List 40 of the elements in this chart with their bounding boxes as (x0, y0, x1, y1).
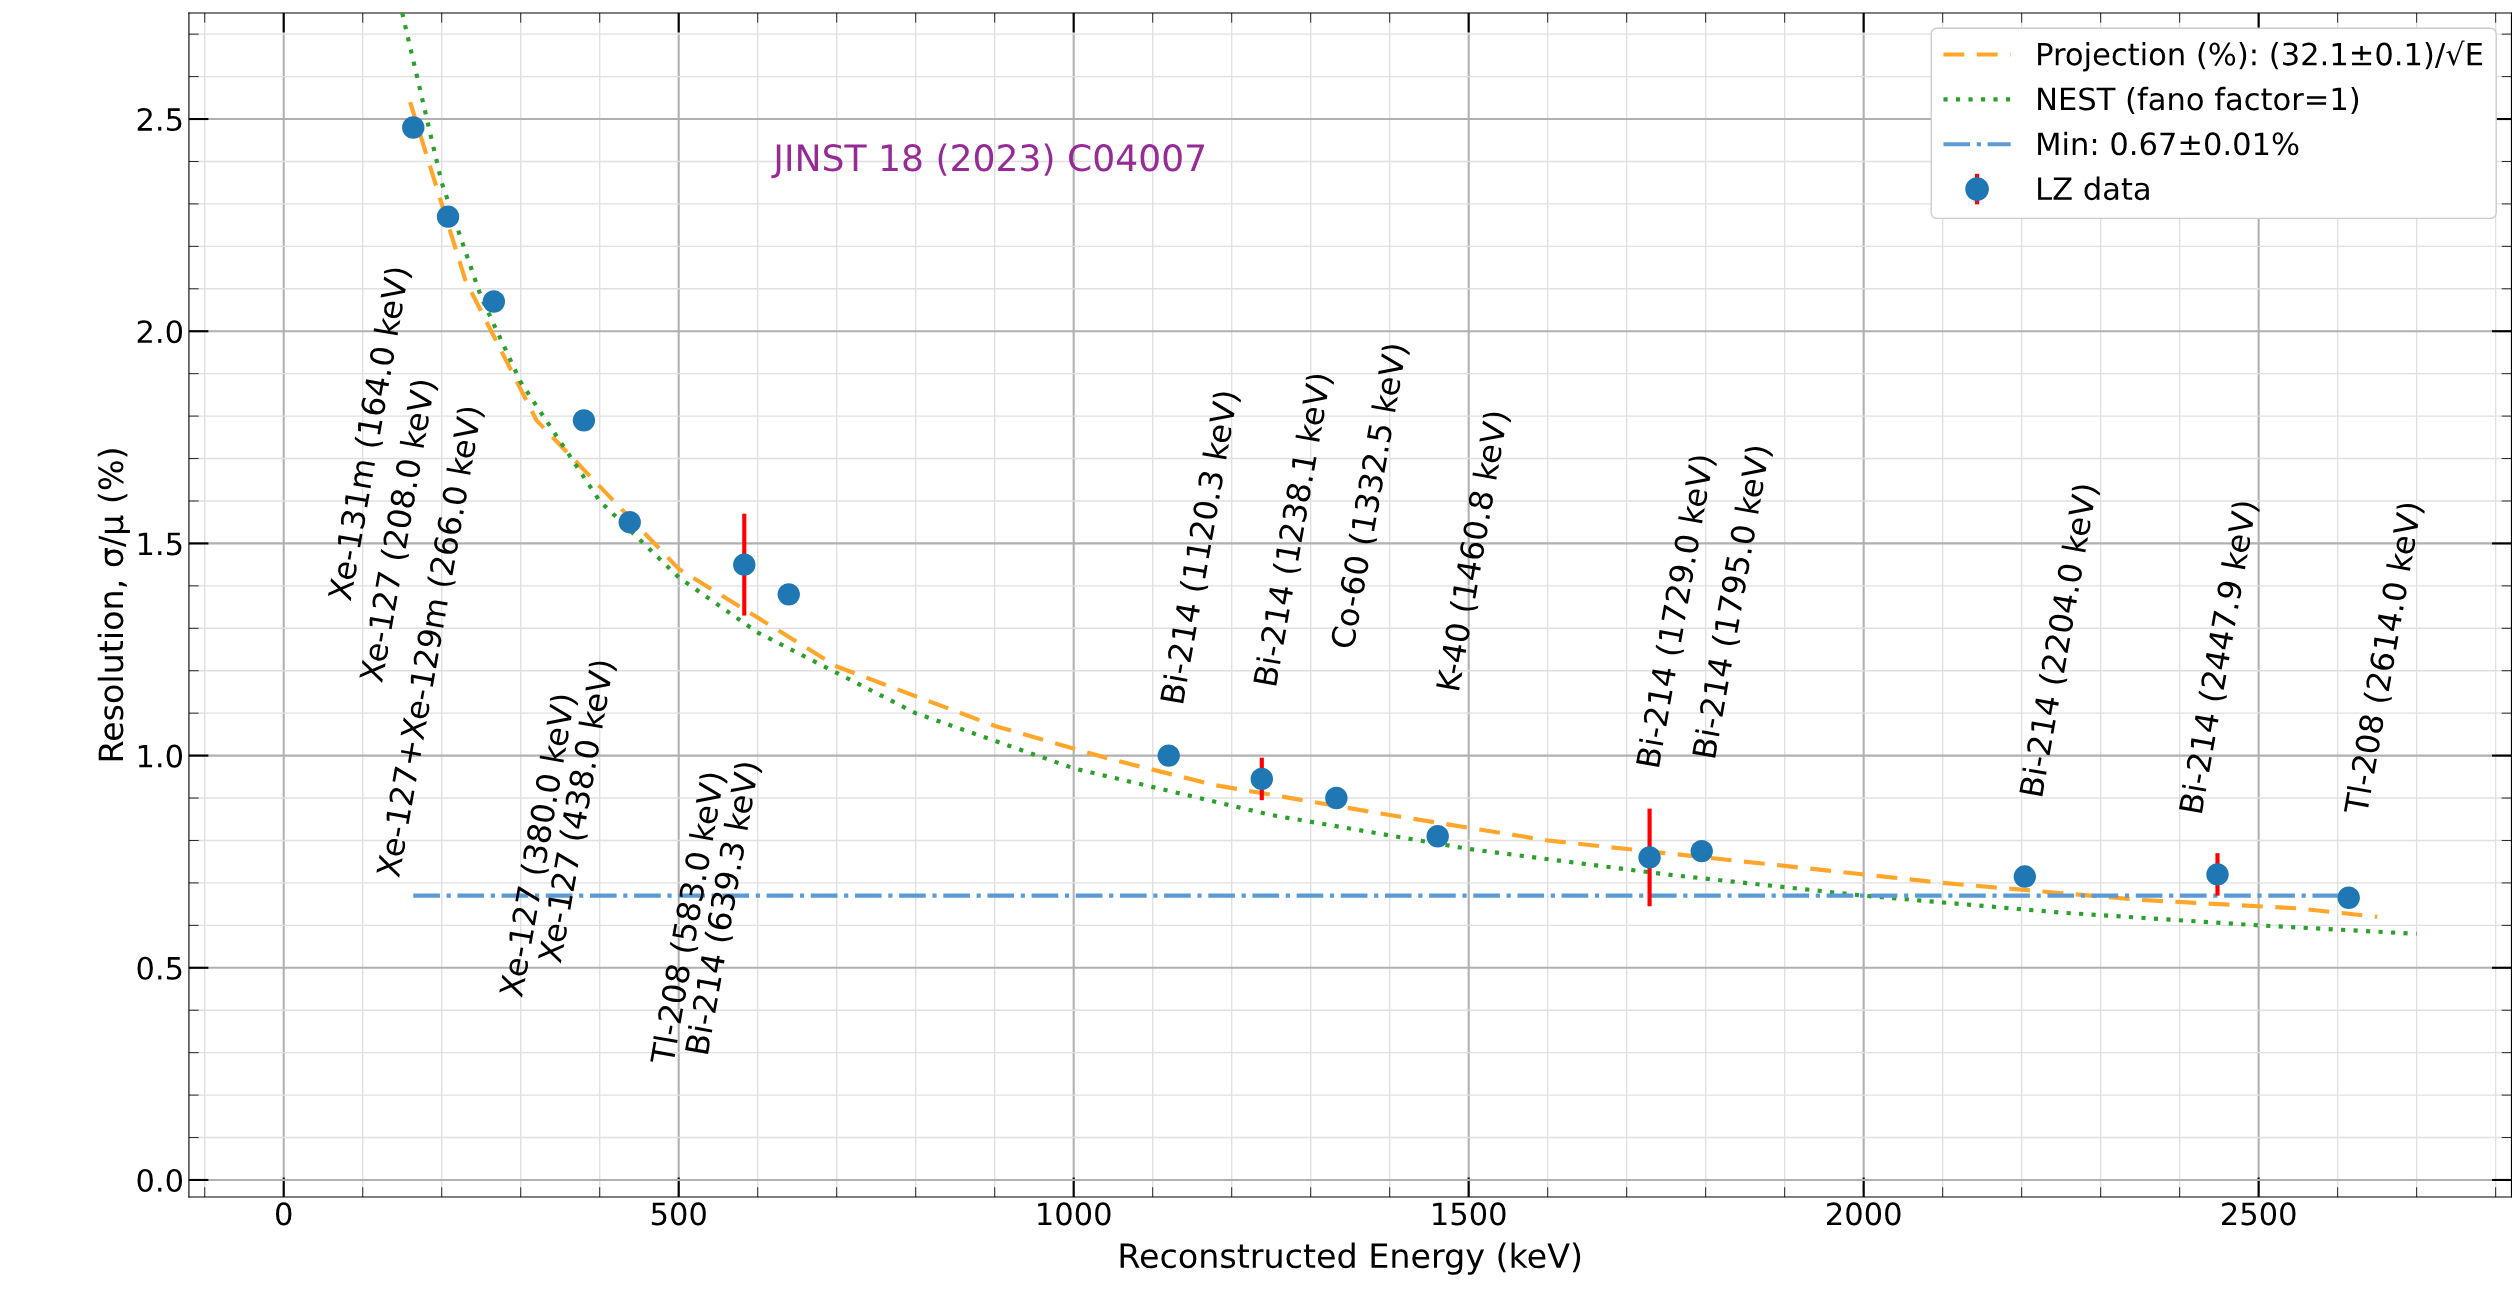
legend-label: NEST (fano factor=1) (2038, 86, 2359, 115)
annotation: Bi-214 (2447.9 keV) (2178, 500, 2261, 814)
annotation: JINST 18 (2023) C04007 (771, 143, 1205, 179)
x-tick-label: 500 (651, 1202, 706, 1226)
legend-label: Projection (%): (32.1±0.1)/√E (2038, 40, 2482, 72)
legend-label: Min: 0.67±0.01% (2038, 131, 2299, 156)
point (572, 409, 596, 432)
point (2206, 863, 2229, 886)
point (1157, 744, 1180, 767)
y-tick-label: 2.5 (137, 107, 182, 132)
y-tick-label: 0.0 (137, 1168, 183, 1193)
legend-label: LZ data (2038, 176, 2149, 201)
point (436, 205, 460, 228)
point (1250, 767, 1273, 791)
annotation: K-40 (1460.8 keV) (1435, 410, 1512, 692)
x-axis-title: Reconstructed Energy (keV) (1120, 1242, 1581, 1275)
point (1690, 839, 1713, 863)
x-tick-label: 2500 (2222, 1202, 2296, 1226)
x-tick-label: 2000 (1827, 1202, 1901, 1226)
y-tick-label: 1.0 (138, 744, 183, 768)
annotation: Tl-208 (2614.0 keV) (2342, 501, 2426, 817)
point (482, 290, 506, 313)
y-axis-title: Resolution, σ/μ (%) (97, 449, 130, 761)
annotation: Bi-214 (2204.0 keV) (2018, 483, 2101, 797)
y-tick-label: 2.0 (137, 320, 183, 344)
point (1638, 846, 1661, 869)
annotation: Bi-214 (1120.3 keV) (1159, 390, 1242, 704)
point (1426, 825, 1449, 848)
y-tick-label: 1.5 (138, 532, 182, 556)
point (618, 510, 641, 534)
point (2337, 886, 2360, 909)
x-tick-label: 1500 (1433, 1202, 1506, 1226)
point (2013, 865, 2037, 888)
x-tick-label: 1000 (1038, 1202, 1111, 1226)
point (777, 583, 800, 606)
point (733, 553, 756, 576)
y-tick-label: 0.5 (137, 956, 182, 980)
point (1325, 786, 1348, 810)
point (402, 116, 425, 139)
x-tick-label: 0 (276, 1202, 292, 1226)
